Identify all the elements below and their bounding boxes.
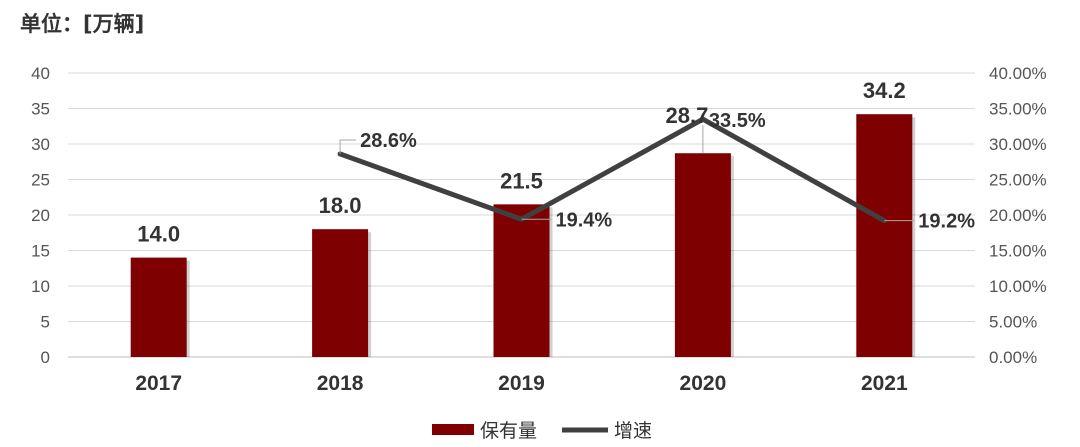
x-tick-label: 2020 (680, 372, 727, 395)
line-point (700, 116, 706, 122)
bar (312, 229, 369, 357)
bar (493, 204, 550, 357)
growth-line-path (339, 116, 886, 223)
legend-label-line[interactable]: 增速 (614, 420, 652, 442)
left-axis: 0 5 10 15 20 25 30 35 40 (31, 64, 50, 367)
left-tick-label: 10 (31, 277, 50, 296)
right-tick-label: 25.00% (989, 171, 1047, 190)
left-tick-label: 0 (41, 348, 50, 367)
bar-value-label: 28.7 (665, 103, 708, 128)
bar-labels: 14.0 18.0 21.5 28.7 34.2 (137, 78, 905, 246)
bar (130, 257, 187, 357)
left-tick-label: 40 (31, 64, 50, 83)
left-tick-label: 15 (31, 242, 50, 261)
growth-line (337, 116, 887, 224)
line-value-label: 19.4% (556, 209, 613, 231)
x-axis: 2017 2018 2019 2020 2021 (135, 372, 908, 395)
left-tick-label: 30 (31, 135, 50, 154)
line-value-label: 19.2% (918, 211, 975, 233)
left-tick-label: 20 (31, 206, 50, 225)
left-tick-label: 25 (31, 171, 50, 190)
bar (674, 153, 731, 357)
x-tick-label: 2019 (498, 372, 545, 395)
right-tick-label: 0.00% (989, 348, 1037, 367)
legend: 保有量 增速 (432, 420, 652, 442)
left-tick-label: 35 (31, 100, 50, 119)
legend-label-bar[interactable]: 保有量 (480, 420, 537, 442)
bar-value-label: 34.2 (863, 78, 906, 103)
right-tick-label: 5.00% (989, 313, 1037, 332)
line-value-label: 33.5% (709, 110, 766, 132)
bars (130, 114, 916, 358)
bar-value-label: 18.0 (319, 193, 362, 218)
bar-value-label: 14.0 (137, 222, 180, 247)
line-value-label: 28.6% (360, 130, 417, 152)
right-tick-label: 20.00% (989, 206, 1047, 225)
line-label-leader (339, 139, 357, 154)
legend-swatch-bar (432, 424, 474, 435)
x-tick-label: 2017 (135, 372, 182, 395)
x-tick-label: 2021 (861, 372, 908, 395)
right-tick-label: 40.00% (989, 64, 1047, 83)
bar (856, 114, 913, 358)
right-tick-label: 35.00% (989, 100, 1047, 119)
x-tick-label: 2018 (317, 372, 364, 395)
bar-value-label: 21.5 (500, 168, 543, 193)
right-axis: 0.00% 5.00% 10.00% 15.00% 20.00% 25.00% 30.00%… (989, 64, 1047, 367)
unit-label: 单位：[万辆] (20, 12, 145, 36)
right-tick-label: 10.00% (989, 277, 1047, 296)
right-tick-label: 15.00% (989, 242, 1047, 261)
line-labels: 28.6% 19.4% 33.5% 19.2% (339, 110, 975, 233)
left-tick-label: 5 (41, 313, 50, 332)
right-tick-label: 30.00% (989, 135, 1047, 154)
